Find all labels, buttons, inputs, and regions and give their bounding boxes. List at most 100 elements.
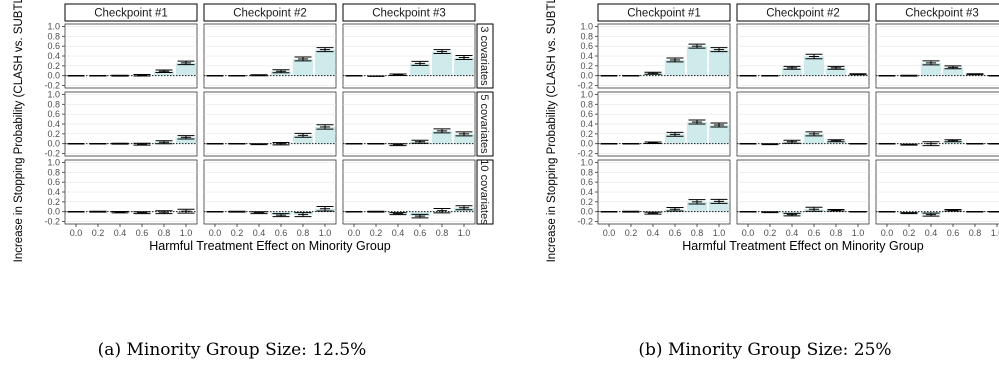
- error-bar: [644, 211, 662, 215]
- x-tick-label: 1.0: [319, 228, 332, 238]
- error-bar: [250, 143, 268, 146]
- bar: [825, 67, 847, 76]
- x-tick-label: 1.0: [713, 228, 726, 238]
- error-bar: [250, 74, 268, 77]
- y-tick-label: 0.6: [47, 109, 60, 119]
- error-bar: [389, 212, 407, 216]
- error-bar: [272, 141, 290, 146]
- error-bar: [944, 208, 962, 212]
- x-tick-label: 0.0: [742, 228, 755, 238]
- error-bar: [155, 140, 173, 145]
- error-bar: [922, 212, 940, 217]
- bar: [175, 62, 197, 76]
- bar: [686, 46, 708, 76]
- column-strip-label: Checkpoint #2: [766, 8, 840, 20]
- error-bar: [389, 143, 407, 147]
- column-strip-label: Checkpoint #1: [94, 8, 168, 20]
- facet-panel: [875, 91, 999, 157]
- error-bar: [922, 60, 940, 66]
- bar: [664, 134, 686, 144]
- x-tick-label: 0.6: [414, 228, 427, 238]
- error-bar: [272, 213, 290, 218]
- error-bar: [133, 73, 151, 77]
- error-bar: [455, 131, 473, 137]
- bar: [431, 51, 453, 76]
- y-tick-label: 0.8: [47, 99, 60, 109]
- error-bar: [849, 73, 867, 76]
- x-tick-label: 1.0: [991, 228, 999, 238]
- y-tick-label: 0.2: [580, 197, 593, 207]
- facet-panel: [64, 91, 198, 157]
- bar: [314, 49, 336, 76]
- error-bar: [666, 57, 684, 63]
- x-tick-label: 0.2: [764, 228, 777, 238]
- error-bar: [922, 141, 940, 147]
- facet-panel: [203, 159, 337, 225]
- error-bar: [761, 211, 779, 214]
- error-bar: [155, 210, 173, 215]
- y-tick-label: 0.0: [47, 139, 60, 149]
- y-axis-label: Increase in Stopping Probability (CLASH …: [13, 0, 25, 262]
- row-strip: [476, 23, 494, 89]
- row-strip: [476, 159, 494, 225]
- bar: [942, 67, 964, 76]
- error-bar: [805, 53, 823, 60]
- bar: [686, 201, 708, 212]
- error-bar: [411, 213, 429, 219]
- error-bar: [89, 210, 107, 213]
- column-strip: [597, 3, 731, 22]
- x-tick-label: 0.0: [603, 228, 616, 238]
- bar: [409, 63, 431, 76]
- y-tick-label: 1.0: [47, 157, 60, 167]
- y-tick-label: 0.2: [580, 61, 593, 71]
- error-bar: [411, 60, 429, 66]
- x-tick-label: 0.8: [297, 228, 310, 238]
- column-strip-label: Checkpoint #1: [627, 8, 701, 20]
- y-tick-label: 0.8: [580, 31, 593, 41]
- y-tick-label: -0.2: [577, 217, 593, 227]
- x-tick-label: 0.8: [436, 228, 449, 238]
- y-tick-label: -0.2: [44, 217, 60, 227]
- y-tick-label: 0.4: [47, 51, 60, 61]
- error-bar: [316, 124, 334, 130]
- error-bar: [177, 60, 195, 66]
- x-tick-label: 0.2: [625, 228, 638, 238]
- y-tick-label: 0.2: [47, 129, 60, 139]
- error-bar: [228, 210, 246, 213]
- error-bar: [666, 207, 684, 212]
- bar: [292, 58, 314, 76]
- y-tick-label: 0.4: [47, 187, 60, 197]
- figure-b: Checkpoint #1 Checkpoint #2 Checkpoint #3 -…: [546, 0, 999, 360]
- error-bar: [688, 199, 706, 205]
- facet-panel: [64, 159, 198, 225]
- error-bar: [111, 142, 129, 145]
- error-bar: [827, 208, 845, 212]
- column-strip-label: Checkpoint #3: [372, 8, 446, 20]
- bar: [664, 59, 686, 76]
- y-tick-label: 0.2: [47, 197, 60, 207]
- facet-panel: [342, 23, 476, 89]
- facet-panel: [597, 23, 731, 89]
- x-tick-label: 0.4: [786, 228, 799, 238]
- error-bar: [710, 47, 728, 53]
- x-tick-label: 0.6: [136, 228, 149, 238]
- bar: [292, 135, 314, 144]
- error-bar: [389, 73, 407, 76]
- error-bar: [944, 65, 962, 70]
- x-tick-label: 0.8: [158, 228, 171, 238]
- error-bar: [710, 198, 728, 204]
- error-bar: [966, 73, 984, 76]
- figure-caption: (b) Minority Group Size: 25%: [638, 340, 891, 360]
- x-tick-label: 0.8: [830, 228, 843, 238]
- figure-caption: (a) Minority Group Size: 12.5%: [98, 340, 367, 360]
- x-tick-label: 0.4: [253, 228, 266, 238]
- x-tick-label: 0.2: [92, 228, 105, 238]
- error-bar: [900, 74, 918, 77]
- error-bar: [272, 69, 290, 74]
- column-strip: [736, 3, 870, 22]
- row-strip-label: 3 covariates: [478, 26, 490, 86]
- y-tick-label: 0.8: [47, 31, 60, 41]
- error-bar: [433, 207, 451, 214]
- y-tick-label: 0.4: [580, 119, 593, 129]
